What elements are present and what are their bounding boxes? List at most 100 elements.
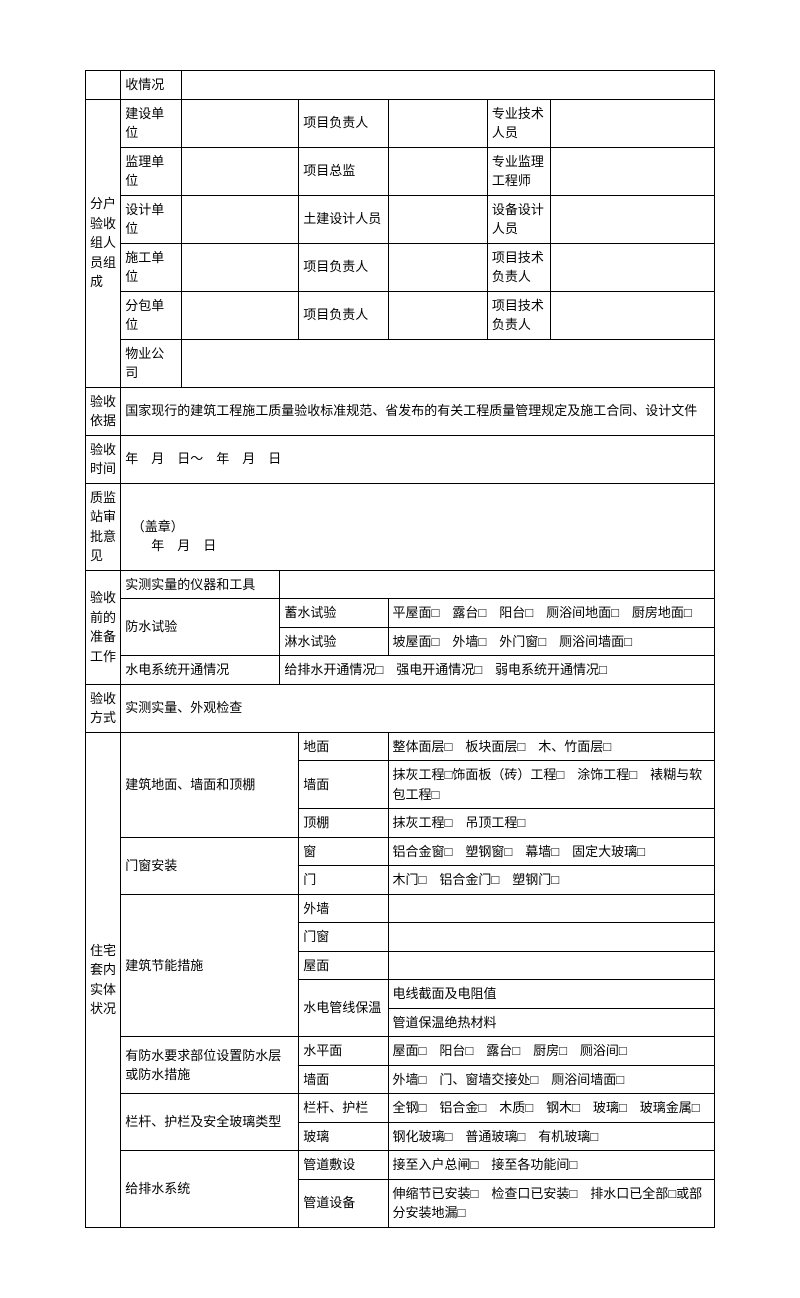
- cell: [181, 99, 299, 147]
- cell: 钢化玻璃□ 普通玻璃□ 有机玻璃□: [388, 1122, 714, 1151]
- cell: 设备设计人员: [487, 195, 550, 243]
- cell: 项目技术负责人: [487, 243, 550, 291]
- cell: 门窗: [299, 923, 388, 952]
- cell: 抹灰工程□饰面板（砖）工程□ 涂饰工程□ 裱糊与软包工程□: [388, 761, 714, 809]
- cell: [388, 195, 487, 243]
- table-row: 监理单位 项目总监 专业监理工程师: [86, 147, 715, 195]
- table-row: 施工单位 项目负责人 项目技术负责人: [86, 243, 715, 291]
- cell: 外墙□ 门、窗墙交接处□ 厕浴间墙面□: [388, 1065, 714, 1094]
- cell: 窗: [299, 837, 388, 866]
- cell: 建筑节能措施: [121, 894, 299, 1037]
- table-row: 质监站审批意见 （盖章） 年 月 日: [86, 483, 715, 570]
- cell: 土建设计人员: [299, 195, 388, 243]
- cell: 管道敷设: [299, 1151, 388, 1180]
- cell: [550, 195, 714, 243]
- cell: 项目技术负责人: [487, 291, 550, 339]
- cell: 门: [299, 866, 388, 895]
- cell: [388, 243, 487, 291]
- cell: 电线截面及电阻值: [388, 980, 714, 1009]
- table-row: 住宅套内实体状况 建筑地面、墙面和顶棚 地面 整体面层□ 板块面层□ 木、竹面层…: [86, 732, 715, 761]
- table-row: 验收方式 实测实量、外观检查: [86, 684, 715, 732]
- table-row: 物业公司: [86, 339, 715, 387]
- cell: 屋面□ 阳台□ 露台□ 厨房□ 厕浴间□: [388, 1037, 714, 1066]
- table-row: 收情况: [86, 71, 715, 100]
- cell: 铝合金窗□ 塑钢窗□ 幕墙□ 固定大玻璃□: [388, 837, 714, 866]
- cell: 建设单位: [121, 99, 181, 147]
- cell: 管道设备: [299, 1179, 388, 1227]
- cell: 物业公司: [121, 339, 181, 387]
- cell: 水电管线保温: [299, 980, 388, 1037]
- opinion-label: 质监站审批意见: [86, 483, 121, 570]
- cell: 伸缩节已安装□ 检查口已安装□ 排水口已全部□或部分安装地漏□: [388, 1179, 714, 1227]
- cell: 平屋面□ 露台□ 阳台□ 厕浴间地面□ 厨房地面□: [388, 599, 714, 628]
- cell: 防水试验: [121, 599, 280, 656]
- cell: 实测实量的仪器和工具: [121, 570, 280, 599]
- cell: 收情况: [121, 71, 181, 100]
- cell: 屋面: [299, 951, 388, 980]
- cell: 外墙: [299, 894, 388, 923]
- table-row: 有防水要求部位设置防水层或防水措施 水平面 屋面□ 阳台□ 露台□ 厨房□ 厕浴…: [86, 1037, 715, 1066]
- cell: 有防水要求部位设置防水层或防水措施: [121, 1037, 299, 1094]
- cell: [181, 147, 299, 195]
- cell: 淋水试验: [280, 627, 388, 656]
- cell: 设计单位: [121, 195, 181, 243]
- cell: （盖章） 年 月 日: [121, 483, 715, 570]
- cell: 栏杆、护栏: [299, 1094, 388, 1123]
- cell: 项目总监: [299, 147, 388, 195]
- cell: 栏杆、护栏及安全玻璃类型: [121, 1094, 299, 1151]
- cell: 建筑地面、墙面和顶棚: [121, 732, 299, 837]
- prep-label: 验收前的准备工作: [86, 570, 121, 684]
- cell: [388, 99, 487, 147]
- table-row: 验收时间 年 月 日～ 年 月 日: [86, 435, 715, 483]
- cell: 管道保温绝热材料: [388, 1008, 714, 1037]
- cell: 门窗安装: [121, 837, 299, 894]
- cell: 施工单位: [121, 243, 181, 291]
- cell: [550, 99, 714, 147]
- cell: 项目负责人: [299, 291, 388, 339]
- cell: [86, 71, 121, 100]
- method-label: 验收方式: [86, 684, 121, 732]
- zz-label: 住宅套内实体状况: [86, 732, 121, 1227]
- cell: 给排水系统: [121, 1151, 299, 1228]
- cell: 水电系统开通情况: [121, 656, 280, 685]
- cell: 给排水开通情况□ 强电开通情况□ 弱电系统开通情况□: [280, 656, 715, 685]
- cell: [388, 951, 714, 980]
- cell: 分包单位: [121, 291, 181, 339]
- cell: 玻璃: [299, 1122, 388, 1151]
- cell: [388, 147, 487, 195]
- basis-label: 验收依据: [86, 387, 121, 435]
- cell: [388, 291, 487, 339]
- table-row: 分户验收组人员组成 建设单位 项目负责人 专业技术人员: [86, 99, 715, 147]
- table-row: 分包单位 项目负责人 项目技术负责人: [86, 291, 715, 339]
- cell: 蓄水试验: [280, 599, 388, 628]
- cell: 抹灰工程□ 吊顶工程□: [388, 809, 714, 838]
- cell: [550, 291, 714, 339]
- table-row: 防水试验 蓄水试验 平屋面□ 露台□ 阳台□ 厕浴间地面□ 厨房地面□: [86, 599, 715, 628]
- table-row: 验收依据 国家现行的建筑工程施工质量验收标准规范、省发布的有关工程质量管理规定及…: [86, 387, 715, 435]
- cell: 墙面: [299, 761, 388, 809]
- cell: [181, 339, 714, 387]
- cell: [280, 570, 715, 599]
- org-label: 分户验收组人员组成: [86, 99, 121, 387]
- cell: 顶棚: [299, 809, 388, 838]
- cell: [550, 147, 714, 195]
- time-label: 验收时间: [86, 435, 121, 483]
- table-row: 建筑节能措施 外墙: [86, 894, 715, 923]
- cell: [550, 243, 714, 291]
- cell: 接至入户总闸□ 接至各功能间□: [388, 1151, 714, 1180]
- table-row: 给排水系统 管道敷设 接至入户总闸□ 接至各功能间□: [86, 1151, 715, 1180]
- cell: 水平面: [299, 1037, 388, 1066]
- cell: 项目负责人: [299, 99, 388, 147]
- cell: 监理单位: [121, 147, 181, 195]
- table-row: 设计单位 土建设计人员 设备设计人员: [86, 195, 715, 243]
- cell: [388, 894, 714, 923]
- form-table: 收情况 分户验收组人员组成 建设单位 项目负责人 专业技术人员 监理单位 项目总…: [85, 70, 715, 1228]
- cell: [181, 243, 299, 291]
- cell: 坡屋面□ 外墙□ 外门窗□ 厕浴间墙面□: [388, 627, 714, 656]
- cell: 国家现行的建筑工程施工质量验收标准规范、省发布的有关工程质量管理规定及施工合同、…: [121, 387, 715, 435]
- table-row: 水电系统开通情况 给排水开通情况□ 强电开通情况□ 弱电系统开通情况□: [86, 656, 715, 685]
- cell: 整体面层□ 板块面层□ 木、竹面层□: [388, 732, 714, 761]
- cell: 木门□ 铝合金门□ 塑钢门□: [388, 866, 714, 895]
- cell: [181, 71, 714, 100]
- table-row: 门窗安装 窗 铝合金窗□ 塑钢窗□ 幕墙□ 固定大玻璃□: [86, 837, 715, 866]
